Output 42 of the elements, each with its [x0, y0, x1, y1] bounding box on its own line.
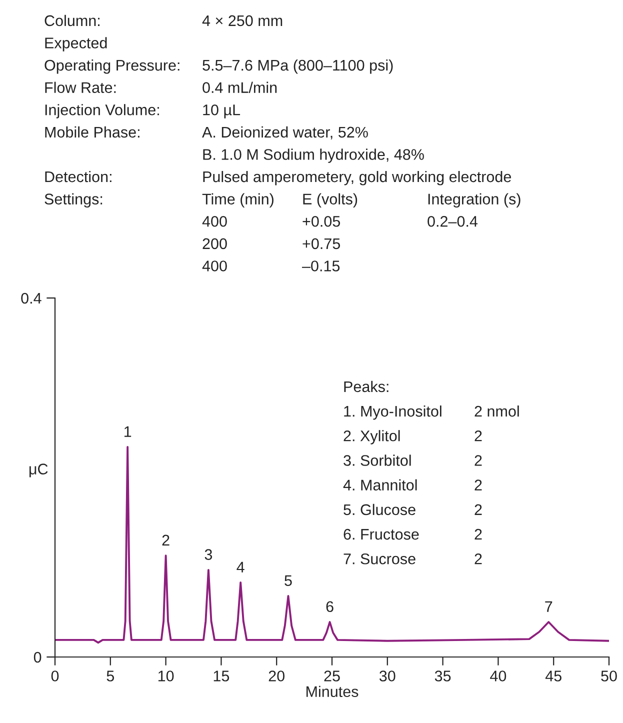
- text: 2. Xylitol 2: [344, 430, 482, 444]
- text: Mobile Phase: A. Deionized water, 52%: [45, 126, 368, 140]
- text: Settings: Time (min) E (volts) Integration (s): [44, 193, 520, 208]
- x-tick-label: 15: [214, 670, 230, 682]
- text: Operating Pressure: 5.5–7.6 MPa (800–1100 psi): [44, 59, 393, 74]
- text: 4. Mannitol 2: [343, 479, 482, 490]
- line-series: [55, 446, 609, 644]
- x-tick-label: 25: [324, 670, 340, 682]
- x-tick-label: 45: [545, 670, 562, 682]
- x-tick-label: 30: [379, 670, 396, 682]
- annotation: 7: [545, 601, 552, 612]
- text: Expected: [45, 37, 107, 52]
- x-tick-label: 10: [158, 670, 174, 682]
- annotation: 6: [326, 601, 334, 612]
- text: Column: 4 × 250 mm: [44, 14, 282, 26]
- y-tick-label: 0.4: [21, 292, 42, 304]
- text: 3. Sorbitol 2: [344, 454, 482, 466]
- annotation: 4: [236, 562, 244, 572]
- text: Flow Rate: 0.4 mL/min: [45, 82, 277, 93]
- text: 7. Sucrose 2: [344, 553, 482, 564]
- annotation: 5: [284, 575, 292, 586]
- x-tick-label: 20: [268, 670, 284, 682]
- text: 1. Myo-Inositol 2 nmol: [344, 405, 519, 420]
- text: Injection Volume: 10 µL: [45, 104, 240, 118]
- text: 400 +0.05 0.2–0.4: [202, 216, 478, 227]
- x-axis-title: Minutes: [306, 686, 358, 698]
- text: 400 –0.15: [202, 260, 340, 272]
- text: 6. Fructose 2: [344, 528, 482, 540]
- text: 5. Glucose 2: [344, 504, 482, 516]
- y-axis-title: μC: [29, 464, 48, 478]
- annotation: 1: [124, 426, 132, 437]
- text: 200 +0.75: [202, 238, 340, 250]
- x-tick-label: 50: [601, 670, 617, 682]
- annotation: 2: [162, 534, 170, 546]
- x-tick-label: 5: [106, 670, 114, 682]
- annotation: 3: [204, 549, 212, 560]
- annotation: Peaks:: [344, 380, 388, 392]
- x-tick-label: 0: [51, 670, 59, 682]
- text: B. 1.0 M Sodium hydroxide, 48%: [203, 148, 424, 163]
- x-tick-label: 35: [434, 670, 451, 682]
- x-tick-label: 40: [490, 670, 506, 682]
- text: Detection: Pulsed amperometery, gold working electrode: [45, 170, 511, 186]
